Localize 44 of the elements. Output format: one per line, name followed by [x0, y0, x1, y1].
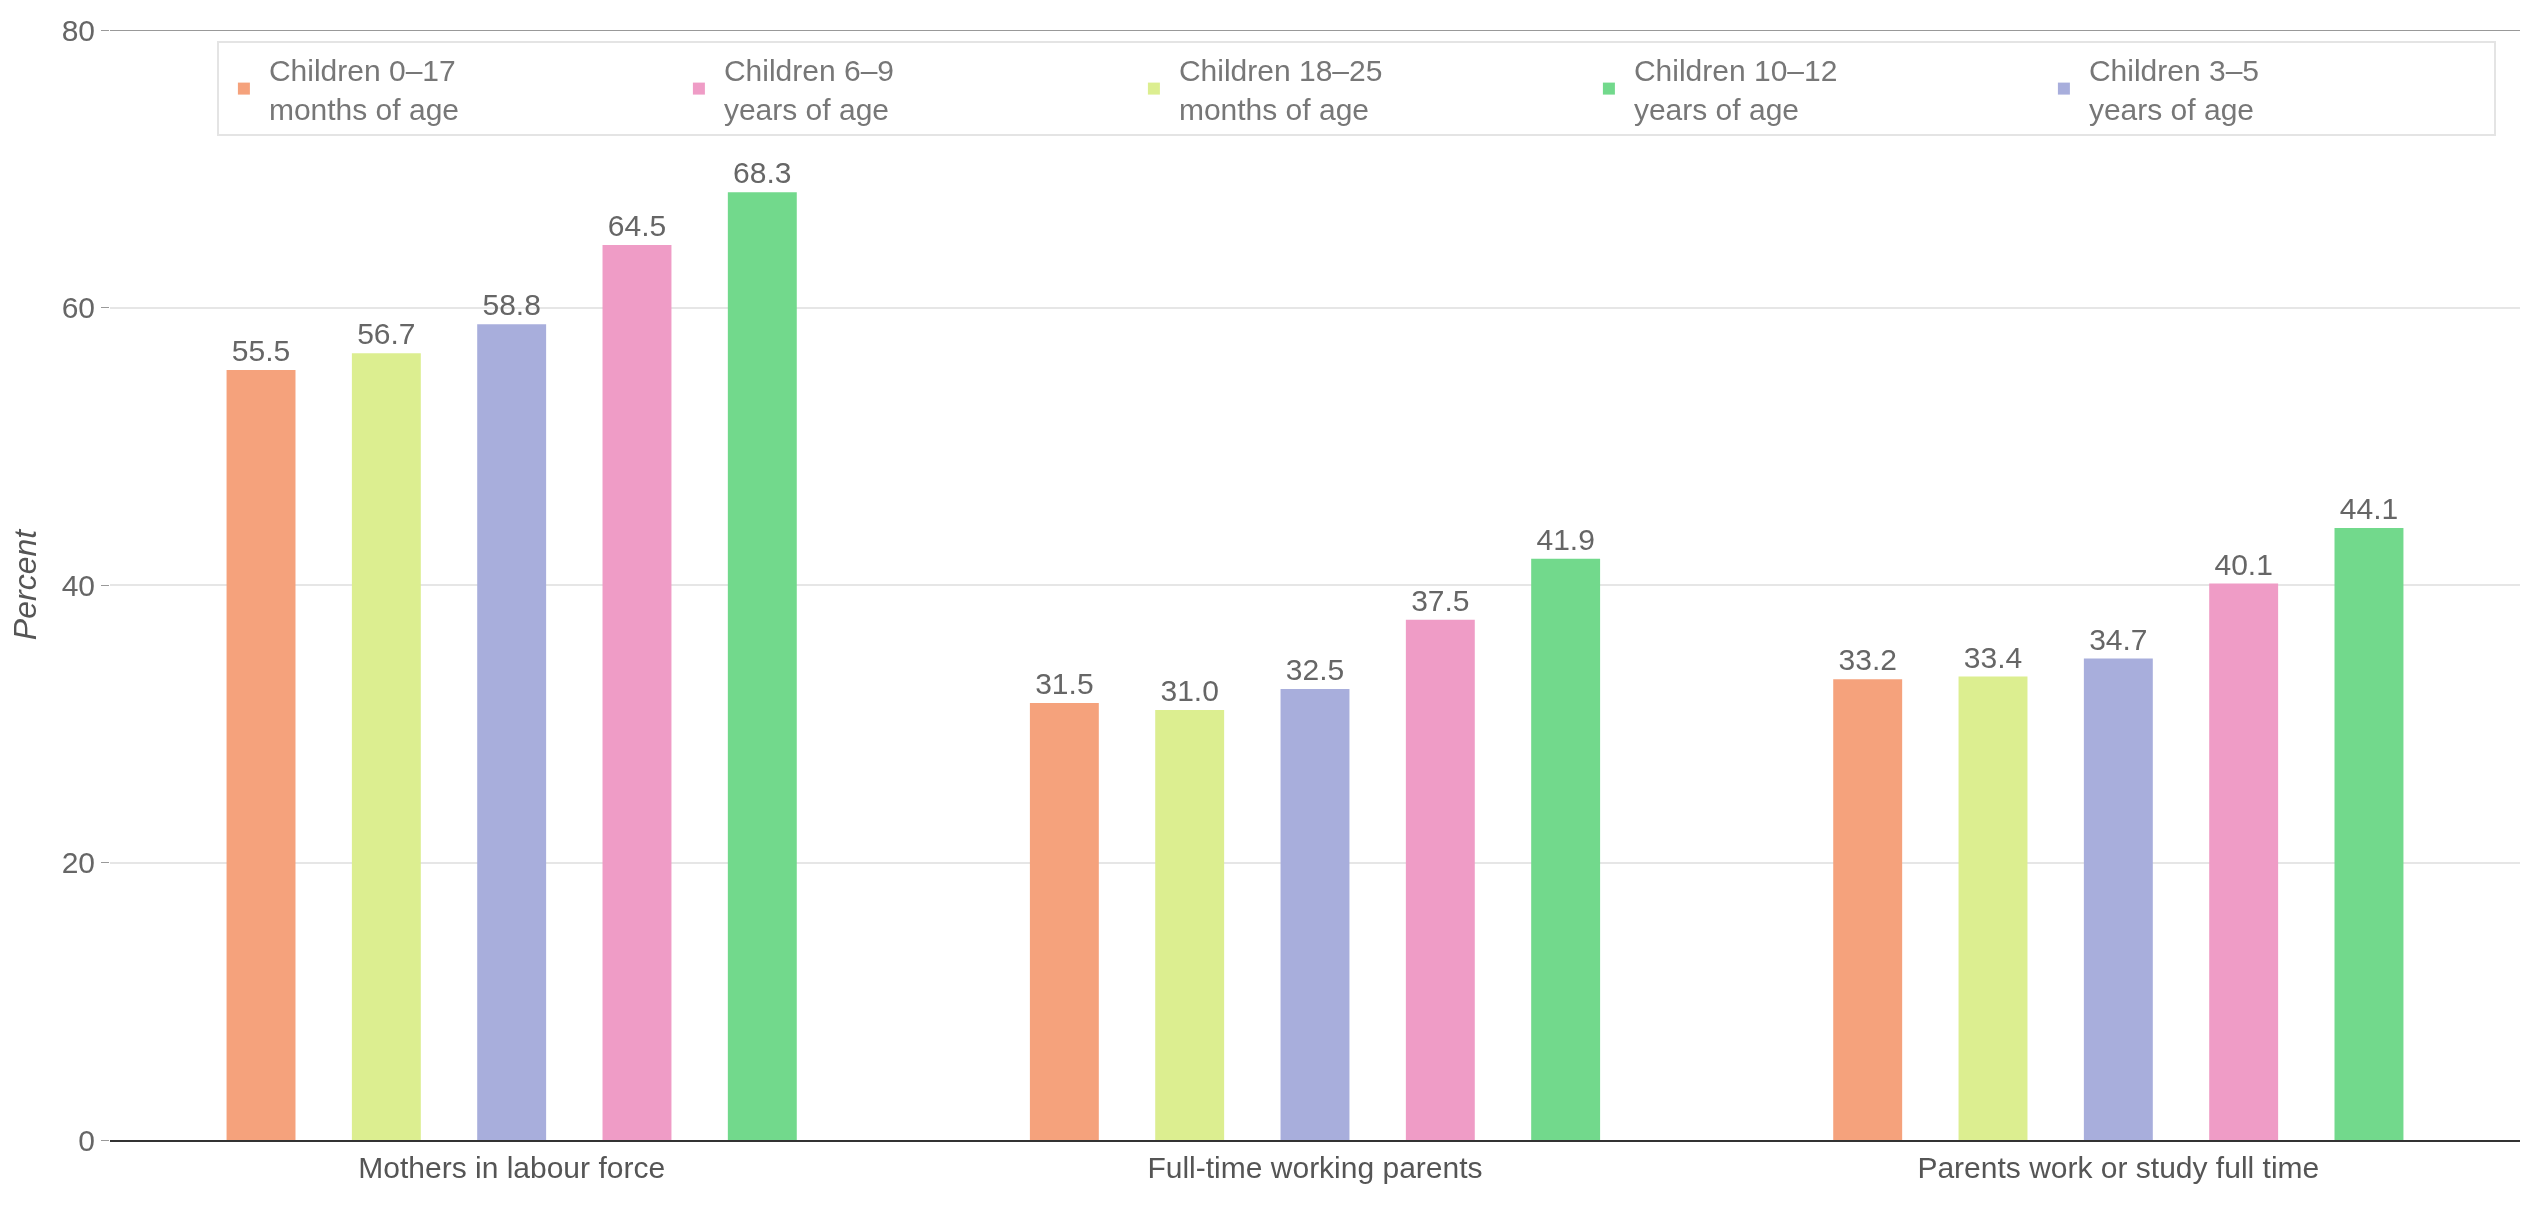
data-label: 31.5: [1035, 666, 1094, 700]
y-tick-label: 60: [61, 291, 95, 324]
bar: [2209, 583, 2279, 1140]
data-label: 55.5: [231, 333, 291, 367]
legend-label: Children 0–17 months of age: [268, 53, 460, 126]
bar: [1531, 558, 1601, 1140]
bar: [1155, 709, 1225, 1140]
data-label: 33.2: [1838, 643, 1897, 677]
data-label: 31.0: [1160, 673, 1219, 707]
x-tick-label: Full-time working parents: [1147, 1151, 1483, 1184]
data-label: 68.3: [733, 156, 792, 190]
bar: [1029, 702, 1099, 1140]
legend-label: Children 3–5 years of age: [2088, 53, 2260, 126]
legend-label: Children 10–12 years of age: [1633, 53, 1838, 126]
x-tick-label: Parents work or study full time: [1917, 1151, 2320, 1184]
legend-label: Children 6–9 years of age: [723, 53, 895, 126]
y-axis-title: Percent: [7, 528, 43, 641]
data-label: 33.4: [1963, 640, 2023, 674]
y-tick-label: 20: [61, 846, 95, 879]
bar: [1280, 689, 1350, 1140]
y-tick-label: 0: [78, 1123, 95, 1157]
legend-label: Children 18–25 months of age: [1178, 53, 1383, 126]
data-label: 37.5: [1411, 583, 1470, 617]
data-label: 64.5: [607, 209, 667, 243]
data-label: 40.1: [2214, 547, 2273, 581]
bar: [1958, 676, 2028, 1140]
data-label: 58.8: [482, 288, 541, 322]
x-tick-label: Mothers in labour force: [358, 1151, 666, 1184]
data-label: 44.1: [2339, 492, 2399, 526]
bar: [2334, 528, 2404, 1140]
bar: [727, 192, 797, 1140]
bar: [226, 369, 296, 1140]
y-tick-label: 40: [61, 568, 95, 602]
y-tick-label: 80: [61, 13, 95, 47]
data-label: 41.9: [1536, 522, 1595, 556]
data-label: 56.7: [357, 317, 416, 351]
bar: [477, 324, 547, 1140]
bar: [1833, 679, 1903, 1140]
data-label: 34.7: [2089, 622, 2148, 656]
bar: [2083, 658, 2153, 1140]
bar: [1405, 619, 1475, 1140]
data-label: 32.5: [1285, 653, 1345, 687]
bar: [602, 245, 672, 1140]
bar: [351, 353, 421, 1140]
